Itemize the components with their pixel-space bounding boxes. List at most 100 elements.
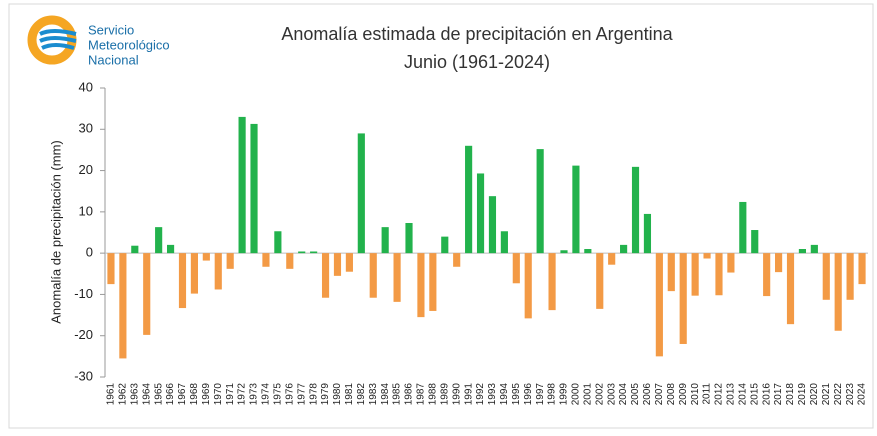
x-tick-label: 2010 <box>690 383 701 406</box>
x-tick-label: 1963 <box>129 383 140 406</box>
bar <box>143 253 151 335</box>
bar <box>310 251 318 254</box>
x-tick-label: 1976 <box>284 383 295 406</box>
bar <box>751 230 759 254</box>
bar <box>381 227 389 254</box>
x-tick-label: 2024 <box>857 383 868 406</box>
x-tick-label: 2001 <box>582 383 593 406</box>
bar <box>786 253 795 325</box>
bar <box>643 213 652 254</box>
bar <box>202 253 210 261</box>
bar <box>155 227 163 254</box>
x-tick-label: 1993 <box>487 383 498 406</box>
y-tick-label: -20 <box>74 327 93 342</box>
bar <box>357 133 365 254</box>
x-tick-label: 1971 <box>225 383 236 406</box>
bar <box>429 253 437 311</box>
y-tick-label: 40 <box>79 79 93 94</box>
x-tick-label: 2019 <box>797 383 808 406</box>
x-tick-label: 1966 <box>165 383 176 406</box>
x-tick-label: 2022 <box>833 383 844 406</box>
bar <box>417 253 425 318</box>
bar <box>536 149 544 254</box>
x-tick-label: 1977 <box>296 383 307 406</box>
bar <box>798 249 807 254</box>
bar <box>166 244 175 254</box>
logo-text: Servicio <box>88 22 134 37</box>
x-tick-label: 1998 <box>547 383 558 406</box>
x-tick-label: 1974 <box>261 383 272 406</box>
x-tick-label: 1973 <box>249 383 260 406</box>
x-tick-label: 2003 <box>606 383 617 406</box>
x-tick-label: 2021 <box>821 383 832 406</box>
x-tick-label: 1996 <box>523 383 534 406</box>
bar <box>178 253 187 309</box>
x-tick-label: 1969 <box>201 383 212 406</box>
x-tick-label: 1980 <box>332 383 343 406</box>
x-tick-label: 1984 <box>380 383 391 406</box>
x-tick-label: 1986 <box>404 383 415 406</box>
bar <box>333 253 342 276</box>
logo-text: Nacional <box>88 52 139 67</box>
bar <box>298 251 306 254</box>
bar <box>262 253 270 267</box>
x-tick-label: 1989 <box>439 383 450 406</box>
x-tick-label: 2018 <box>785 383 796 406</box>
bar <box>572 165 580 254</box>
bar <box>667 253 675 292</box>
bar <box>763 253 771 297</box>
x-tick-label: 2002 <box>594 383 605 406</box>
y-tick-label: -30 <box>74 368 93 383</box>
x-tick-label: 1999 <box>559 383 570 406</box>
bar <box>608 253 616 265</box>
y-tick-label: -10 <box>74 286 93 301</box>
x-tick-label: 1982 <box>356 383 367 406</box>
x-tick-label: 2015 <box>749 383 760 406</box>
bar <box>345 253 353 272</box>
x-tick-label: 1964 <box>141 383 152 406</box>
x-tick-label: 1962 <box>118 383 129 406</box>
logo-text: Meteorológico <box>88 37 170 52</box>
bar <box>822 253 830 300</box>
y-tick-label: 30 <box>79 121 93 136</box>
bar <box>321 253 330 298</box>
bar <box>131 245 139 254</box>
bar <box>476 173 485 254</box>
bar <box>715 253 723 296</box>
bar <box>405 223 413 254</box>
bar <box>775 253 783 273</box>
bar <box>190 253 198 294</box>
x-tick-label: 1994 <box>499 383 510 406</box>
x-tick-label: 2007 <box>654 383 665 406</box>
bar <box>393 253 401 302</box>
x-tick-label: 1972 <box>237 383 248 406</box>
bar <box>727 253 735 273</box>
x-tick-label: 1975 <box>273 383 284 406</box>
x-tick-label: 1981 <box>344 383 355 406</box>
x-tick-label: 2009 <box>678 383 689 406</box>
logo: Servicio Meteorológico Nacional <box>27 15 170 67</box>
bar <box>560 250 568 254</box>
x-tick-label: 2013 <box>726 383 737 406</box>
bar <box>524 253 532 319</box>
bar <box>214 253 222 290</box>
bar <box>596 253 604 309</box>
x-tick-label: 2000 <box>571 383 582 406</box>
bar <box>488 196 497 254</box>
y-axis-label: Anomalía de precipitación (mm) <box>48 140 63 324</box>
x-tick-label: 1979 <box>320 383 331 406</box>
bar <box>119 253 127 359</box>
x-tick-label: 1990 <box>451 383 462 406</box>
x-tick-label: 1978 <box>308 383 319 406</box>
bar <box>286 253 294 269</box>
x-tick-label: 1983 <box>368 383 379 406</box>
x-tick-label: 1988 <box>427 383 438 406</box>
bar <box>739 201 747 254</box>
bar <box>369 253 377 298</box>
logo-waves <box>39 29 77 50</box>
x-tick-label: 1987 <box>416 383 427 406</box>
bar <box>858 253 866 285</box>
bar <box>465 145 473 254</box>
x-tick-label: 2006 <box>642 383 653 406</box>
